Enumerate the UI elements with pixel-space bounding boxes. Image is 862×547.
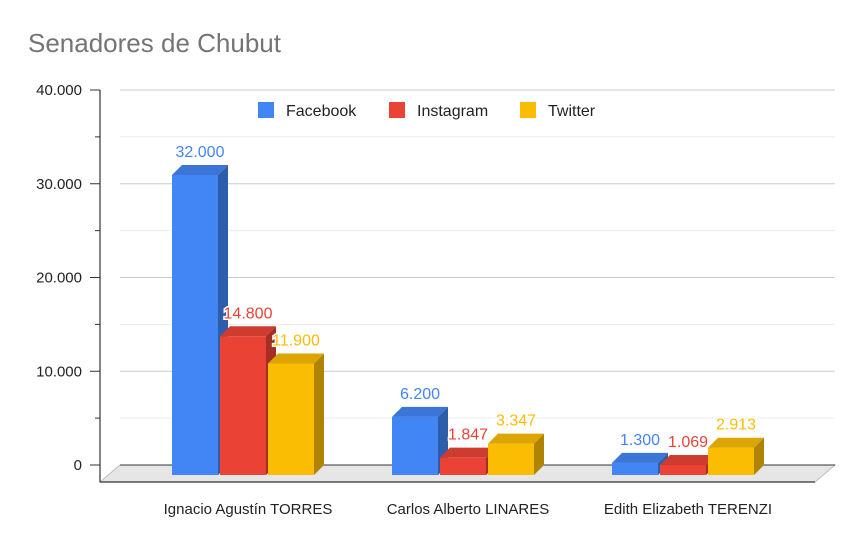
bar-front [220,336,266,475]
legend-swatch [258,102,274,118]
bar-top [392,406,448,417]
bar-top [660,454,716,465]
bar-facebook-1 [172,165,228,475]
data-label-facebook: 32.000 [176,144,225,161]
legend-item-instagram: Instagram [389,102,488,120]
legend: Facebook Instagram Twitter [258,102,596,120]
legend-swatch [520,102,536,118]
bar-front [392,416,438,475]
bar-top [440,447,496,458]
bar-top [220,326,276,337]
bar-front [268,363,314,475]
data-label-twitter: 3.347 [496,413,536,430]
bars [172,165,764,475]
bar-top [268,353,324,364]
category-label: Carlos Alberto LINARES [387,501,550,518]
data-label-instagram: 14.800 [224,305,273,322]
legend-swatch [389,102,405,118]
y-tick-label: 10.000 [36,363,82,380]
chart-title: Senadores de Chubut [28,28,281,58]
bar-front [612,462,658,475]
bar-twitter-3 [708,437,764,475]
gridlines [120,89,835,419]
bar-side [534,433,544,475]
bar-facebook-2 [392,406,448,475]
legend-label: Instagram [417,103,488,120]
legend-label: Twitter [548,103,596,120]
bar-instagram-1 [220,326,276,475]
bar-side [314,353,324,475]
bar-instagram-3 [660,454,716,475]
bar-front [708,447,754,475]
legend-item-twitter: Twitter [520,102,596,120]
category-labels: Ignacio Agustín TORRES Carlos Alberto LIN… [164,501,772,518]
bar-facebook-3 [612,452,668,475]
data-label-facebook: 6.200 [400,386,440,403]
bar-front [488,443,534,475]
category-label: Ignacio Agustín TORRES [164,501,333,518]
bar-twitter-1 [268,353,324,475]
legend-item-facebook: Facebook [258,102,357,120]
y-tick-label: 0 [74,457,82,474]
data-labels: 32.000 14.800 11.900 6.200 1.847 3.347 1.300 1.… [174,143,758,453]
y-tick-label: 30.000 [36,176,82,193]
bar-front [440,457,486,475]
bar-twitter-2 [488,433,544,475]
data-label-twitter: 2.913 [716,417,756,434]
y-tick-label: 20.000 [36,270,82,287]
data-label-instagram: 1.069 [668,434,708,451]
bar-top [488,433,544,444]
y-axis-ticks: 0 10.000 20.000 30.000 40.000 [36,82,82,474]
bar-front [172,175,218,475]
data-label-instagram: 1.847 [448,427,488,444]
bar-side [754,437,764,475]
bar-instagram-2 [440,447,496,475]
bar-front [660,464,706,475]
legend-label: Facebook [286,103,357,120]
data-label-twitter: 11.900 [272,332,320,349]
bar-top [612,452,668,463]
data-label-facebook: 1.300 [620,432,660,449]
y-tick-label: 40.000 [36,82,82,99]
category-label: Edith Elizabeth TERENZI [604,501,772,518]
bar-top [172,165,228,175]
bar-top [708,437,764,448]
